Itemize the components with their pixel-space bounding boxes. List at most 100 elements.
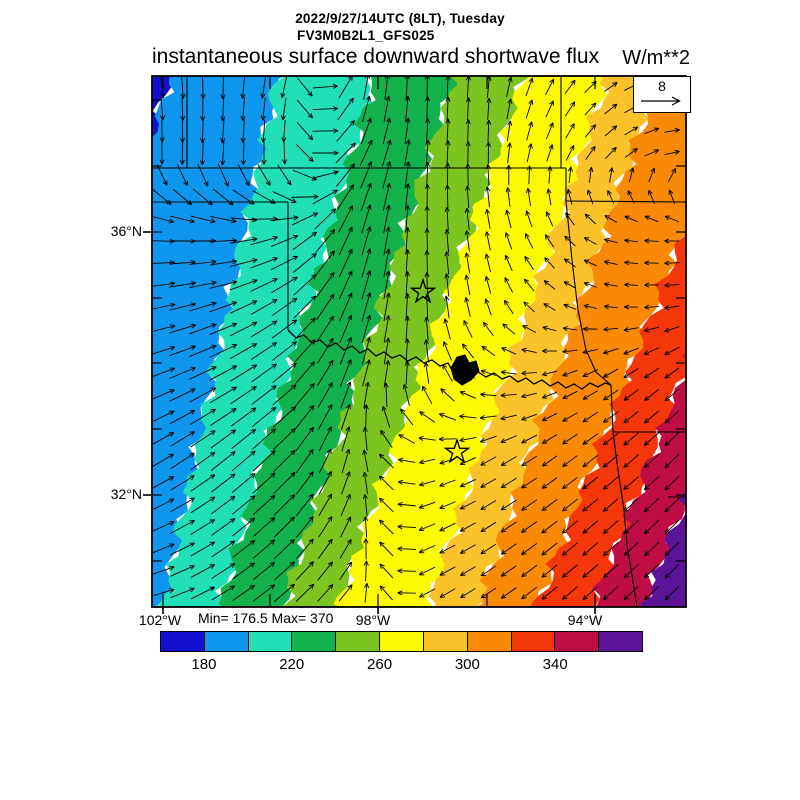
wind-arrow	[545, 211, 554, 227]
wind-arrow	[526, 143, 533, 163]
wind-arrow	[582, 586, 599, 600]
wind-arrow	[361, 292, 372, 322]
wind-arrow	[500, 477, 517, 489]
wind-arrow	[481, 345, 496, 357]
wind-arrow	[152, 565, 175, 575]
wind-arrow	[424, 183, 430, 210]
wind-arrow	[251, 363, 277, 383]
wind-arrow	[220, 118, 226, 144]
wind-arrow	[404, 117, 411, 145]
wind-arrow	[152, 476, 175, 489]
wind-arrow	[338, 248, 353, 278]
wind-arrow	[379, 563, 394, 579]
wind-arrow	[169, 345, 196, 357]
wind-arrow	[177, 164, 188, 187]
wind-arrow	[604, 125, 618, 137]
wind-arrow	[465, 163, 471, 187]
wind-arrow	[500, 543, 517, 555]
wind-arrow	[404, 293, 410, 321]
wind-arrow	[541, 391, 558, 399]
wind-arrow	[172, 188, 193, 206]
state-border-line	[565, 200, 612, 386]
wind-arrow	[152, 431, 175, 446]
wind-arrow	[500, 435, 517, 443]
wind-arrow	[521, 564, 538, 578]
wind-arrow	[152, 215, 175, 224]
wind-arrow	[397, 546, 416, 552]
wind-arrow	[152, 543, 175, 554]
colorbar-segment	[467, 632, 512, 651]
wind-arrow	[583, 259, 597, 267]
wind-arrow	[277, 164, 292, 186]
wind-arrow	[565, 123, 575, 139]
wind-arrow	[170, 215, 195, 224]
wind-arrow	[200, 119, 206, 144]
wind-arrow	[315, 228, 336, 253]
wind-arrow	[363, 560, 369, 582]
wind-arrow	[217, 163, 229, 187]
wind-arrow	[460, 367, 476, 379]
wind-arrow	[505, 187, 511, 207]
wind-arrow	[339, 561, 353, 581]
wind-arrow	[465, 97, 471, 121]
lon-axis-label: 102°W	[138, 612, 182, 628]
wind-arrow	[230, 364, 258, 382]
wind-arrow	[383, 248, 391, 278]
wind-arrow	[562, 412, 578, 422]
wind-arrow	[169, 323, 196, 334]
wind-arrow	[623, 541, 639, 557]
wind-arrow	[438, 413, 457, 421]
wind-arrow	[189, 387, 217, 403]
wind-arrow	[361, 226, 372, 256]
wind-arrow	[545, 100, 554, 118]
wind-arrow	[337, 184, 355, 210]
wind-arrow	[295, 426, 314, 451]
wind-arrow	[500, 565, 517, 577]
wind-arrow	[627, 190, 635, 204]
wind-arrow	[623, 519, 639, 535]
wind-arrow	[541, 455, 558, 467]
wind-arrow	[296, 493, 314, 517]
wind-arrow	[251, 385, 277, 405]
wind-arrow	[564, 101, 576, 117]
wind-arrow	[664, 346, 680, 356]
wind-arrow	[424, 316, 430, 341]
wind-arrow	[464, 252, 471, 274]
wind-arrow	[312, 106, 338, 112]
wind-arrow	[582, 348, 599, 355]
wind-arrow	[562, 433, 578, 445]
wind-arrow	[312, 150, 339, 156]
wind-arrow	[361, 314, 372, 344]
wind-arrow	[152, 389, 175, 400]
wind-arrow	[180, 76, 186, 99]
wind-arrow	[486, 97, 492, 120]
wind-arrow	[190, 519, 216, 535]
wind-arrow	[312, 189, 338, 205]
state-border-line	[565, 200, 686, 203]
wind-arrow	[604, 82, 618, 92]
wind-arrow	[562, 498, 578, 512]
wind-arrow	[316, 337, 334, 364]
wind-arrow	[252, 472, 276, 494]
wind-arrow	[526, 165, 532, 185]
wind-arrow	[363, 538, 369, 560]
wind-arrow	[664, 475, 680, 491]
wind-arrow	[211, 518, 236, 536]
wind-arrow	[541, 542, 558, 556]
wind-arrow	[317, 584, 334, 602]
wind-arrow	[316, 293, 335, 320]
wind-arrow	[336, 163, 356, 187]
map-layers	[152, 76, 686, 607]
lon-axis-label: 94°W	[567, 612, 603, 628]
wind-arrow	[424, 76, 430, 100]
wind-arrow	[501, 347, 517, 355]
wind-arrow	[273, 538, 295, 560]
reference-vector-legend: 8	[633, 76, 691, 113]
wind-arrow	[159, 141, 165, 165]
wind-arrow	[361, 248, 372, 278]
wind-arrow	[603, 304, 618, 310]
wind-arrow	[523, 301, 535, 313]
wind-arrow	[404, 227, 410, 255]
wind-arrow	[562, 455, 578, 467]
wind-arrow	[644, 127, 660, 135]
